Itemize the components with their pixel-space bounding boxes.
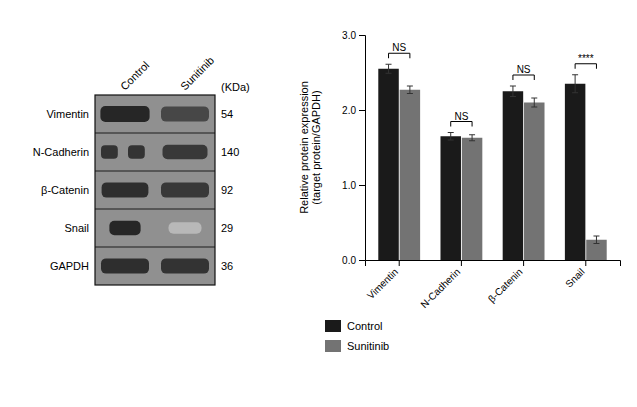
bar: [524, 103, 544, 261]
bar: [462, 138, 482, 260]
x-tick-mark: [585, 260, 586, 266]
blot-band: [161, 258, 209, 273]
significance-label: NS: [454, 111, 468, 122]
significance-bracket: [575, 64, 596, 69]
blot-band: [100, 106, 149, 122]
blot-row-label: Snail: [65, 222, 89, 234]
legend-label: Sunitinib: [347, 340, 389, 352]
blot-band: [101, 145, 118, 158]
y-tick-mark: [359, 35, 365, 36]
error-bar: [469, 135, 475, 141]
y-tick-mark: [359, 110, 365, 111]
x-tick-label: Snail: [563, 266, 587, 290]
bar-series: [400, 86, 607, 260]
y-tick-label: 2.0: [342, 105, 356, 116]
blot-row-label: β-Catenin: [41, 184, 89, 196]
error-bar: [572, 75, 578, 93]
significance-bracket: [389, 53, 410, 58]
y-tick-label: 3.0: [342, 30, 356, 41]
y-tick: 3.0: [342, 30, 365, 41]
blot-kda-value: 140: [221, 146, 239, 158]
blot-divider: [95, 247, 215, 248]
y-tick-label: 1.0: [342, 180, 356, 191]
x-tick: β-Catenin: [486, 260, 525, 305]
blot-kda-value: 54: [221, 108, 233, 120]
blot-divider: [95, 209, 215, 210]
blot-kda-value: 92: [221, 184, 233, 196]
chart-svg: 0.0 1.0 2.0 3.0 Vimentin N-Cadherin β-Catenin S…: [0, 0, 637, 407]
error-bar: [510, 86, 516, 97]
blot-band: [161, 106, 209, 121]
error-bar: [407, 86, 413, 94]
blot-column-label: Control: [118, 59, 152, 93]
y-tick: 0.0: [342, 255, 365, 266]
significance-bracket: [451, 122, 472, 127]
blot-band: [161, 182, 209, 197]
blot-row-label: N-Cadherin: [33, 146, 89, 158]
bar: [440, 136, 460, 260]
x-tick-mark: [399, 260, 400, 266]
blot-band: [109, 221, 140, 235]
blot-divider: [95, 171, 215, 172]
bar-series: [378, 64, 585, 260]
blot-divider: [95, 133, 215, 134]
blot-band: [128, 145, 145, 158]
x-tick: Vimentin: [365, 260, 400, 301]
legend: Control Sunitinib: [325, 320, 389, 352]
y-tick: 1.0: [342, 180, 365, 191]
blot-band: [163, 145, 208, 159]
x-tick-label: Vimentin: [365, 266, 400, 301]
error-bar: [448, 133, 454, 141]
legend-label: Control: [347, 320, 382, 332]
error-bar: [531, 98, 537, 107]
significance-label: NS: [517, 64, 531, 75]
x-tick-mark: [523, 260, 524, 266]
error-bar: [593, 236, 599, 244]
blot-kda-value: 29: [221, 222, 233, 234]
x-tick: N-Cadherin: [418, 260, 462, 310]
y-axis: 0.0 1.0 2.0 3.0: [342, 30, 365, 266]
blot-row-label: GAPDH: [50, 260, 89, 272]
y-tick-mark: [359, 260, 365, 261]
legend-swatch: [325, 320, 341, 332]
y-tick: 2.0: [342, 105, 365, 116]
x-tick-mark: [461, 260, 462, 266]
blot-kda-value: 36: [221, 260, 233, 272]
blot-band: [169, 222, 202, 233]
blot-panel: Vimentin 54 N-Cadherin 140 β-Catenin 92 Snail 2…: [33, 54, 250, 285]
y-tick-mark: [359, 185, 365, 186]
blot-band: [101, 258, 149, 273]
significance-bracket: [513, 75, 534, 80]
x-tick: Snail: [563, 260, 587, 290]
annotations: NS NS NS ****: [389, 42, 597, 126]
y-axis-label: Relative protein expression(target prote…: [298, 81, 323, 214]
plot-marks: [378, 64, 606, 260]
blot-column-label: Sunitinib: [178, 54, 216, 92]
x-axis: Vimentin N-Cadherin β-Catenin Snail: [365, 260, 621, 310]
significance-label: ****: [578, 53, 594, 64]
blot-background: [95, 95, 215, 285]
bar: [400, 90, 420, 260]
blot-kda-header: (KDa): [221, 81, 250, 93]
legend-item: Sunitinib: [325, 340, 389, 352]
bar: [503, 91, 523, 260]
significance-label: NS: [392, 42, 406, 53]
x-axis-line: [366, 261, 621, 267]
y-tick-label: 0.0: [342, 255, 356, 266]
bar: [565, 84, 585, 260]
legend-item: Control: [325, 320, 382, 332]
x-tick-label: β-Catenin: [486, 266, 525, 305]
y-axis-line: [359, 36, 366, 261]
legend-swatch: [325, 340, 341, 352]
x-tick-label: N-Cadherin: [418, 266, 462, 310]
blot-band: [102, 182, 149, 197]
blot-row-label: Vimentin: [46, 108, 89, 120]
bar: [378, 69, 398, 260]
error-bar: [386, 64, 392, 73]
bar-panel: 0.0 1.0 2.0 3.0 Vimentin N-Cadherin β-Catenin S…: [298, 30, 621, 310]
